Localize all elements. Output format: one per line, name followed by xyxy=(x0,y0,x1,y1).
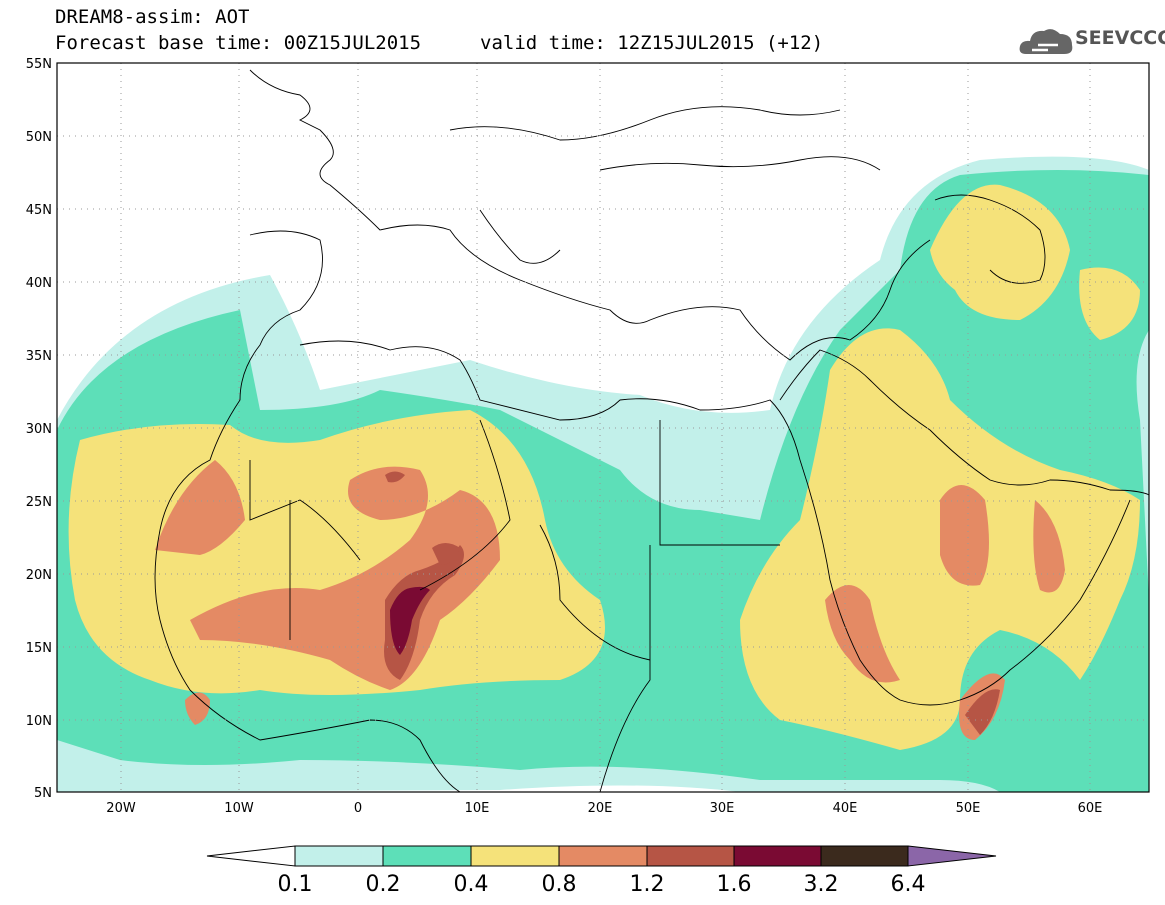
lat-tick-label: 40N xyxy=(26,276,52,291)
lon-tick-label: 10W xyxy=(224,801,254,816)
colorbar-label: 0.2 xyxy=(365,872,401,897)
colorbar-swatch xyxy=(294,845,384,867)
lon-tick-label: 50E xyxy=(956,801,981,816)
colorbar-swatch xyxy=(820,845,909,867)
lon-tick-label: 60E xyxy=(1078,801,1103,816)
lat-tick-label: 50N xyxy=(26,130,52,145)
lat-tick-label: 15N xyxy=(26,641,52,656)
lon-tick-label: 20W xyxy=(106,801,136,816)
graticule xyxy=(57,63,1149,792)
colorbar-label: 0.8 xyxy=(541,872,577,897)
colorbar-label: 1.6 xyxy=(716,872,752,897)
lon-tick-label: 20E xyxy=(588,801,613,816)
colorbar-label: 3.2 xyxy=(803,872,839,897)
lat-axis: 55N 50N 45N 40N 35N 30N 25N 20N 15N 10N … xyxy=(26,57,52,801)
lat-tick-label: 55N xyxy=(26,57,52,72)
lat-tick-label: 5N xyxy=(34,786,52,801)
colorbar-under-arrow xyxy=(206,845,296,867)
coastlines-borders xyxy=(154,69,1149,792)
lon-tick-label: 10E xyxy=(465,801,490,816)
lat-tick-label: 45N xyxy=(26,203,52,218)
lon-tick-label: 30E xyxy=(710,801,735,816)
colorbar-label: 1.2 xyxy=(629,872,665,897)
lon-axis: 20W 10W 0 10E 20E 30E 40E 50E 60E xyxy=(106,801,1102,816)
colorbar-swatch xyxy=(558,845,648,867)
forecast-base-time: Forecast base time: 00Z15JUL2015 xyxy=(55,32,422,54)
lat-tick-label: 25N xyxy=(26,495,52,510)
colorbar-swatch xyxy=(733,845,822,867)
lon-tick-label: 0 xyxy=(354,801,362,816)
colorbar xyxy=(206,845,997,867)
lon-tick-label: 40E xyxy=(833,801,858,816)
map-title: DREAM8-assim: AOT xyxy=(55,6,250,28)
logo-text: SEEVCCC xyxy=(1075,27,1165,49)
colorbar-swatch xyxy=(470,845,560,867)
map-frame xyxy=(56,62,1150,793)
aot-band-16 xyxy=(390,586,430,655)
lat-tick-label: 20N xyxy=(26,568,52,583)
cloud-logo-icon xyxy=(1019,29,1073,54)
colorbar-swatch xyxy=(646,845,735,867)
colorbar-over-arrow xyxy=(907,845,997,867)
colorbar-swatch xyxy=(382,845,472,867)
valid-time: valid time: 12Z15JUL2015 (+12) xyxy=(480,32,824,54)
lat-tick-label: 30N xyxy=(26,422,52,437)
colorbar-label: 0.4 xyxy=(453,872,489,897)
colorbar-label: 0.1 xyxy=(277,872,313,897)
lat-tick-label: 35N xyxy=(26,349,52,364)
colorbar-label: 6.4 xyxy=(890,872,926,897)
lat-tick-label: 10N xyxy=(26,714,52,729)
